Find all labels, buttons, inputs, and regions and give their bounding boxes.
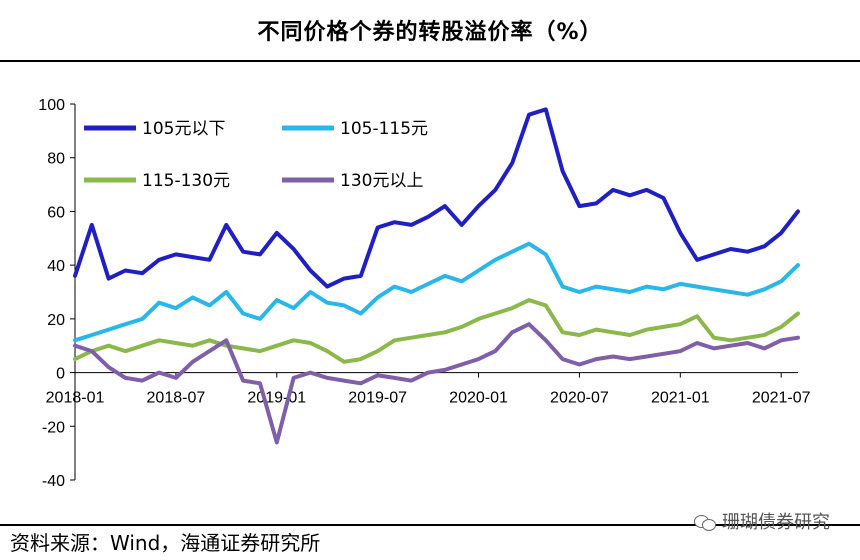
chart-title: 不同价格个券的转股溢价率（%） <box>257 20 603 45</box>
x-tick-label: 2021-01 <box>651 390 710 407</box>
x-tick-label: 2021-07 <box>752 390 811 407</box>
y-tick-label: 100 <box>38 97 65 114</box>
x-tick-label: 2019-01 <box>247 390 306 407</box>
y-tick-label: -40 <box>42 473 65 490</box>
x-tick-label: 2018-07 <box>147 390 206 407</box>
y-tick-label: 20 <box>47 312 65 329</box>
x-tick-label: 2019-07 <box>348 390 407 407</box>
legend-label: 105-115元 <box>340 119 428 139</box>
legend: 105元以下 105-115元 115-130元 130元以上 <box>84 119 428 191</box>
legend-label: 105元以下 <box>142 119 225 139</box>
y-tick-label: 80 <box>47 151 65 168</box>
axes: 100 80 60 40 20 0 -20 -40 2018-01 2018-07 2019-01 2… <box>38 97 810 490</box>
series-line-3 <box>73 322 800 445</box>
x-tick-label: 2020-07 <box>550 390 609 407</box>
x-tick-label: 2018-01 <box>46 390 105 407</box>
series-lines <box>73 107 800 445</box>
legend-label: 130元以上 <box>340 171 423 191</box>
legend-label: 115-130元 <box>142 171 230 191</box>
y-tick-label: 40 <box>47 258 65 275</box>
series-line-1 <box>73 241 800 343</box>
series-line-0 <box>73 107 800 289</box>
wechat-icon <box>694 514 716 532</box>
y-tick-label: -20 <box>42 419 65 436</box>
bottom-rule <box>0 524 860 526</box>
series-line-2 <box>73 298 800 364</box>
y-tick-label: 0 <box>56 366 65 383</box>
chart: 100 80 60 40 20 0 -20 -40 2018-01 2018-07 2019-01 2… <box>38 97 810 490</box>
y-tick-label: 60 <box>47 204 65 221</box>
watermark: 珊瑚债券研究 <box>694 508 830 538</box>
top-rule <box>0 60 860 62</box>
x-tick-label: 2020-01 <box>449 390 508 407</box>
watermark-text: 珊瑚债券研究 <box>722 512 830 533</box>
source-note: 资料来源：Wind，海通证券研究所 <box>10 531 321 555</box>
